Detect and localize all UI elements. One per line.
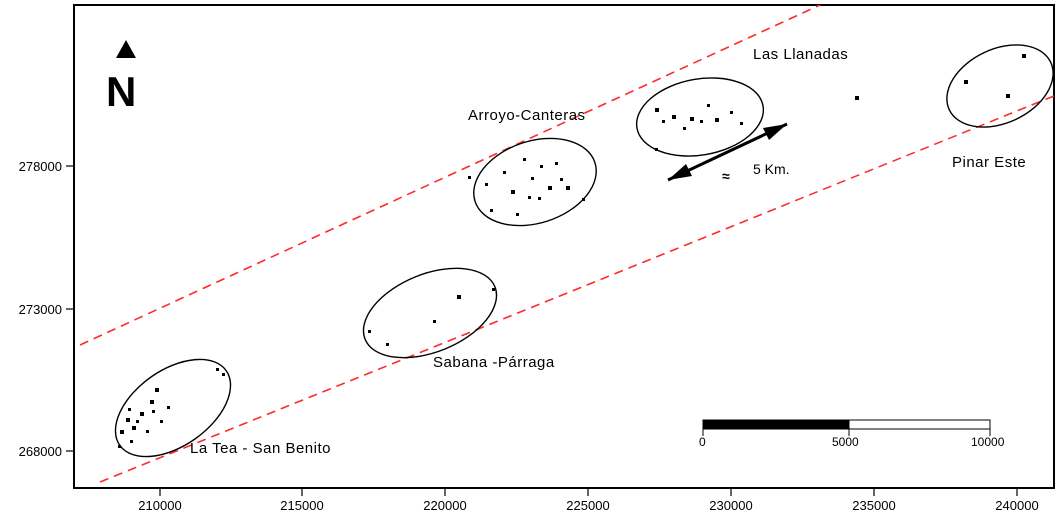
label-sabana-parraga: Sabana -Párraga <box>433 354 555 371</box>
x-tick-label: 220000 <box>423 498 466 513</box>
x-tick-label: 240000 <box>995 498 1038 513</box>
arrow-head-start <box>668 164 692 180</box>
ellipse-sabana-parraga <box>362 267 498 359</box>
label-las-llanadas: Las Llanadas <box>753 46 848 63</box>
scale-bar-filled <box>702 419 850 430</box>
band-line-lower <box>99 95 1054 483</box>
north-label: N <box>106 68 136 115</box>
x-tick-label: 235000 <box>852 498 895 513</box>
y-tick-label: 268000 <box>19 444 62 459</box>
sample-points <box>118 54 1026 448</box>
band-line-upper <box>79 5 821 346</box>
label-arroyo-canteras: Arroyo-Canteras <box>468 107 586 124</box>
x-tick-label: 225000 <box>566 498 609 513</box>
map-frame <box>73 4 1055 489</box>
distance-marker: ≈ 5 Km. <box>667 122 790 184</box>
x-tick-label: 210000 <box>138 498 181 513</box>
arrow-head-end <box>763 124 787 140</box>
label-pinar-este: Pinar Este <box>952 154 1026 171</box>
scale-bar-empty <box>848 419 991 430</box>
scale-label-10000: 10000 <box>971 435 1005 449</box>
scale-label-5000: 5000 <box>832 435 859 449</box>
distance-symbol: ≈ <box>722 168 730 184</box>
band-lines <box>79 5 1054 483</box>
label-la-tea-san-benito: La Tea - San Benito <box>190 440 331 457</box>
distance-label: 5 Km. <box>753 161 790 177</box>
ellipse-las-llanadas <box>635 77 765 157</box>
x-tick-label: 215000 <box>280 498 323 513</box>
scale-bar: 0 5000 10000 <box>699 419 1005 449</box>
ellipse-pinar-este <box>946 44 1054 128</box>
north-arrow-icon: N <box>106 40 136 115</box>
y-tick-label: 273000 <box>19 302 62 317</box>
scale-label-0: 0 <box>699 435 706 449</box>
x-tick-label: 230000 <box>709 498 752 513</box>
ellipse-arroyo-canteras <box>473 137 597 227</box>
y-tick-label: 278000 <box>19 159 62 174</box>
north-arrowhead <box>116 40 136 58</box>
